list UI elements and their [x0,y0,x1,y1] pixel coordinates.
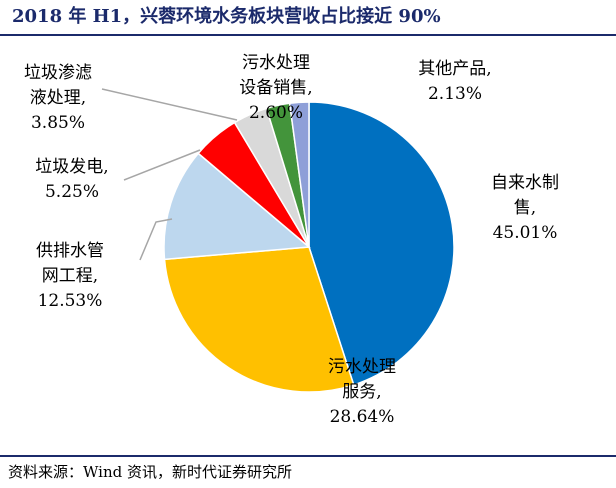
slice-label-line: 5.25% [45,182,99,202]
slice-label: 自来水制售, 45.01% [491,173,559,243]
slice-label-line: 供排水管 [36,241,104,261]
leader-line [123,149,201,181]
title-rule [0,34,616,36]
leader-line [139,218,173,261]
slice-label: 垃圾发电, 5.25% [35,157,108,202]
slice-label: 污水处理服务, 28.64% [328,357,396,427]
slice-label-line: 售, [514,198,536,218]
slice-label-line: 液处理, [30,88,86,108]
slice-label-line: 3.85% [31,113,85,133]
slice-label-line: 28.64% [330,407,395,427]
slice-label-line: 2.60% [249,103,303,123]
slice-label-line: 服务, [342,382,381,402]
source-note: 资料来源：Wind 资讯，新时代证券研究所 [8,463,292,481]
chart-title: 2018 年 H1，兴蓉环境水务板块营收占比接近 90% [12,6,441,27]
slice-label-line: 45.01% [493,223,558,243]
pie-slice [308,101,455,386]
slice-label-line: 其他产品, [418,59,491,79]
slice-label-line: 2.13% [428,84,482,104]
slice-label-line: 污水处理 [328,357,396,377]
source-rule [0,455,616,457]
pie-slice [163,246,355,393]
slice-label-line: 12.53% [38,291,103,311]
pie-slices [163,101,455,393]
slice-label: 其他产品, 2.13% [418,59,491,104]
slice-label-line: 网工程, [42,266,98,286]
slice-label-line: 设备销售, [239,78,312,98]
pie-chart: 自来水制售, 45.01% 污水处理服务, 28.64% 供排水管网工程, 12.53% 垃… [24,53,559,427]
slice-label: 供排水管网工程, 12.53% [36,241,104,311]
leader-lines [101,88,238,261]
slice-label-line: 污水处理 [242,53,310,73]
pie-slice [288,101,310,248]
pie-slice [163,152,311,261]
slice-label: 垃圾渗滤液处理, 3.85% [24,63,92,133]
slice-label-line: 自来水制 [491,173,559,193]
leader-line [101,88,238,121]
slice-label-line: 垃圾发电, [35,157,108,177]
slice-labels: 自来水制售, 45.01% 污水处理服务, 28.64% 供排水管网工程, 12.53% 垃… [24,53,559,427]
slice-label: 污水处理设备销售, 2.60% [239,53,312,123]
slice-label-line: 垃圾渗滤 [24,63,92,83]
